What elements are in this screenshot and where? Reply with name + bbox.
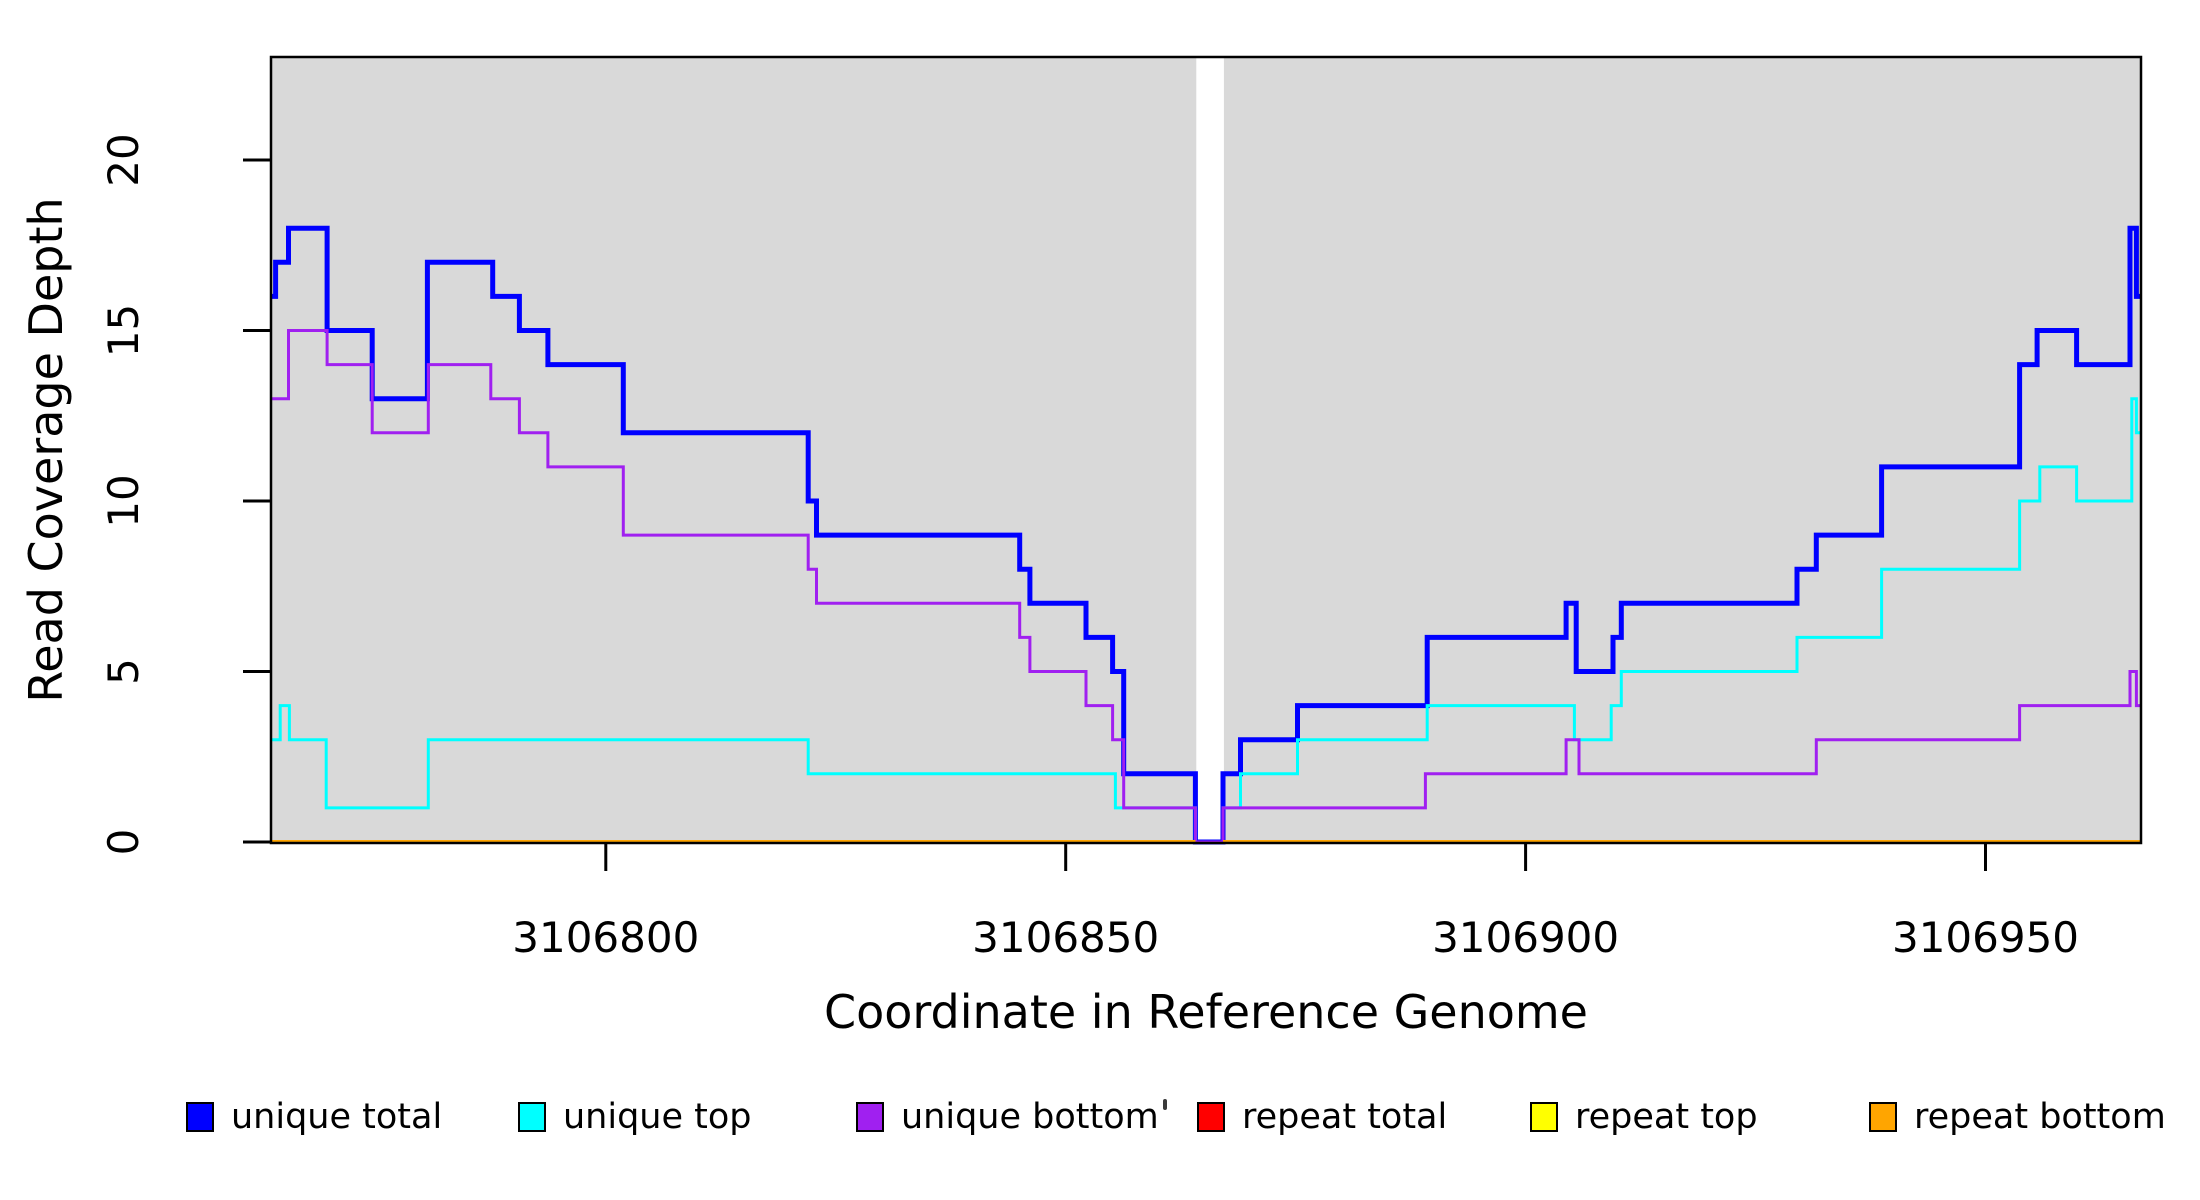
legend-label: repeat bottom	[1914, 1097, 2166, 1137]
legend-swatch-repeat-top	[1530, 1102, 1558, 1132]
legend-label: unique bottom	[901, 1097, 1159, 1137]
legend-swatch-unique-top	[518, 1102, 546, 1132]
legend-label: repeat total	[1242, 1097, 1448, 1137]
no-data-gap-band	[1196, 58, 1224, 842]
legend-swatch-repeat-total	[1197, 1102, 1225, 1132]
plot-border-box	[269, 55, 2143, 845]
legend-swatch-repeat-bottom	[1869, 1102, 1897, 1132]
y-tick-label: 5	[99, 658, 148, 685]
series-unique-bottom	[271, 329, 2141, 844]
legend-label: unique total	[231, 1097, 443, 1137]
stray-mark	[1163, 1099, 1167, 1110]
x-tick-label: 3106950	[1892, 913, 2079, 962]
legend-swatch-unique-bottom	[856, 1102, 884, 1132]
y-tick-label: 0	[99, 829, 148, 856]
x-axis-title: Coordinate in Reference Genome	[824, 985, 1588, 1039]
legend-item-unique-total: unique total	[186, 1093, 442, 1141]
no-data-gap	[1196, 58, 1224, 842]
legend: unique total unique top unique bottom re…	[0, 1093, 2200, 1145]
x-tick-label: 3106850	[972, 913, 1159, 962]
x-tick-label: 3106900	[1432, 913, 1619, 962]
legend-label: repeat top	[1575, 1097, 1758, 1137]
x-tick-label: 3106800	[512, 913, 699, 962]
legend-item-repeat-total: repeat total	[1197, 1093, 1447, 1141]
legend-swatch-unique-total	[186, 1102, 214, 1132]
x-axis-ticks: 3106800 3106850 3106900 3106950	[512, 843, 2079, 962]
y-axis-title: Read Coverage Depth	[19, 197, 73, 702]
legend-item-unique-top: unique top	[518, 1093, 752, 1141]
y-tick-label: 15	[99, 304, 148, 357]
y-tick-label: 20	[99, 133, 148, 186]
y-tick-label: 10	[99, 474, 148, 527]
legend-item-repeat-top: repeat top	[1530, 1093, 1758, 1141]
legend-label: unique top	[563, 1097, 752, 1137]
legend-item-unique-bottom: unique bottom	[856, 1093, 1159, 1141]
series-unique-top	[271, 397, 2141, 844]
y-axis-ticks: 0 5 10 15 20	[99, 133, 271, 855]
legend-item-repeat-bottom: repeat bottom	[1869, 1093, 2166, 1141]
